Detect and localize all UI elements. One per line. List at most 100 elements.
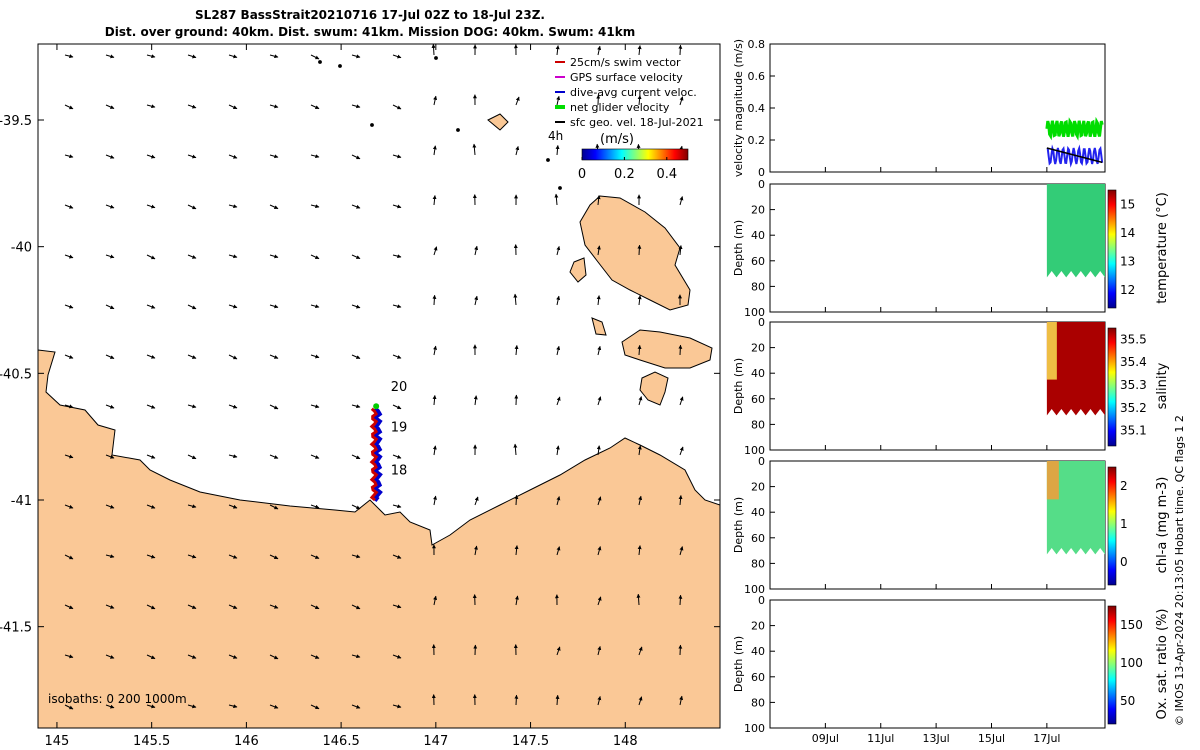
current-vector (64, 54, 74, 59)
current-vector (433, 246, 438, 256)
y-tick-label: 80 (751, 557, 765, 570)
profile-data-high (1046, 461, 1059, 500)
current-vector (187, 304, 197, 310)
dive-avg-track (371, 406, 383, 502)
current-vector (269, 154, 279, 159)
legend-label: GPS surface velocity (570, 71, 683, 84)
current-vector (187, 704, 197, 709)
isobaths-label: isobaths: 0 200 1000m (48, 692, 187, 706)
panel-colorbar (1107, 327, 1117, 447)
current-vector (597, 345, 602, 356)
current-vector (105, 404, 115, 409)
current-vector (310, 454, 320, 459)
current-vector (637, 244, 642, 256)
current-vector (228, 304, 238, 309)
current-vector (351, 354, 361, 359)
current-vector (146, 554, 156, 559)
current-vector (351, 54, 361, 59)
current-vector (64, 254, 74, 259)
current-vector (187, 554, 197, 559)
colorbar-tick-label: 50 (1120, 694, 1135, 708)
current-vector (556, 345, 561, 356)
islet (370, 123, 374, 127)
current-vector (637, 95, 642, 106)
current-vector (64, 104, 74, 110)
current-vector (105, 104, 115, 109)
current-vector (513, 443, 518, 456)
x-tick-label: 145 (45, 734, 70, 749)
legend-label: sfc geo. vel. 18-Jul-2021 (570, 116, 704, 129)
current-vector (556, 295, 561, 306)
current-vector (556, 95, 561, 106)
colorbar-tick-label: 0 (1120, 555, 1128, 569)
current-vector (678, 495, 683, 506)
x-tick-label: 146 (234, 734, 259, 749)
current-vector (187, 154, 197, 159)
hour-label: 4h (548, 129, 563, 143)
current-vector (432, 395, 437, 406)
current-vector (554, 193, 559, 206)
current-vector (105, 554, 115, 559)
island (639, 371, 669, 406)
current-vector (433, 595, 438, 606)
current-vector (556, 546, 561, 556)
current-vector (105, 454, 115, 459)
current-vector (678, 594, 683, 606)
current-vector (228, 404, 238, 409)
current-vector (679, 96, 684, 106)
colorbar-tick-label: 2 (1120, 479, 1128, 493)
current-vector (596, 295, 601, 306)
current-vector (679, 446, 684, 456)
current-vector (392, 54, 402, 59)
current-vector (392, 654, 402, 659)
current-vector (636, 593, 641, 606)
current-vector (474, 545, 478, 556)
x-tick-label: 147 (423, 734, 448, 749)
y-tick-label: -40.5 (0, 367, 32, 382)
current-vector (637, 445, 642, 456)
panel-3: 0 20 40 60 80 100 Depth (m) 0 1 2 chl-a (mg m-3) (732, 455, 1170, 596)
current-vector (310, 604, 320, 610)
y-tick-label: -41.5 (0, 621, 32, 636)
y-tick-label: 0.8 (748, 38, 766, 51)
day-label: 20 (391, 380, 408, 395)
current-vector (310, 154, 320, 159)
current-vector (105, 704, 115, 709)
speed-colorbar (581, 148, 689, 161)
current-vector (392, 504, 402, 509)
current-vector (351, 454, 361, 460)
x-tick-label: 146.5 (323, 734, 360, 749)
current-vector (228, 54, 238, 59)
current-vector (187, 504, 197, 509)
current-vector (228, 554, 238, 559)
y-tick-label: 0 (758, 178, 765, 191)
colorbar-tick-label: 12 (1120, 283, 1135, 297)
y-tick-label: -39.5 (0, 114, 32, 129)
current-vector (228, 704, 238, 709)
islet (558, 186, 562, 190)
current-vector (351, 404, 361, 409)
current-vector (392, 304, 402, 309)
current-vector (392, 204, 402, 209)
current-vector (146, 504, 156, 509)
current-vector (679, 546, 684, 556)
colorbar-label: Ox. sat. ratio (%) (1155, 609, 1170, 720)
current-vector (269, 304, 279, 309)
island (591, 317, 607, 336)
current-vector (105, 204, 115, 209)
colorbar-tick-label: 150 (1120, 618, 1143, 632)
current-vector (64, 404, 74, 409)
current-vector (310, 54, 320, 60)
current-vector (432, 195, 437, 206)
time-tick-label: 13Jul (922, 732, 949, 745)
current-vector (555, 145, 560, 156)
current-vector (638, 696, 643, 706)
colorbar-tick-label: 35.5 (1120, 332, 1147, 346)
track-start (373, 403, 380, 410)
islet (338, 64, 342, 68)
current-vector (64, 554, 74, 560)
current-vector (679, 196, 684, 206)
colorbar-tick-label: 0.4 (656, 167, 677, 182)
y-tick-label: 40 (751, 645, 765, 658)
